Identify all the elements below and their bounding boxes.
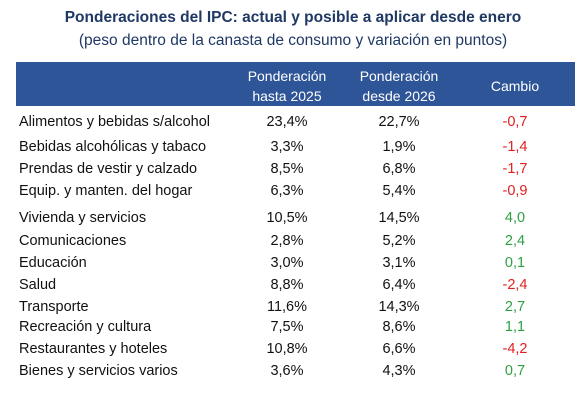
category-name: Alimentos y bebidas s/alcohol	[19, 114, 211, 130]
category-name: Comunicaciones	[19, 233, 127, 249]
weight-2025: 10,8%	[266, 341, 308, 357]
table-row: Alimentos y bebidas s/alcohol 23,4% 22,7% -…	[16, 112, 575, 133]
weight-2025: 3,6%	[270, 363, 304, 379]
table-row: Restaurantes y hoteles 10,8% 6,6% -4,2	[16, 339, 575, 360]
table-row: Equip. y manten. del hogar 6,3% 5,4% -0,9	[16, 181, 575, 202]
category-name: Bienes y servicios varios	[19, 363, 178, 379]
weight-2025: 3,0%	[270, 255, 304, 271]
weight-2026: 14,3%	[378, 299, 420, 315]
weight-2026: 4,3%	[382, 363, 416, 379]
change-value: 4,0	[504, 210, 526, 226]
weight-2026: 1,9%	[382, 139, 416, 155]
table-row: Bienes y servicios varios 3,6% 4,3% 0,7	[16, 361, 575, 382]
category-name: Equip. y manten. del hogar	[19, 183, 193, 199]
table-title: Ponderaciones del IPC: actual y posible …	[64, 9, 522, 26]
table-row: Salud 8,8% 6,4% -2,4	[16, 275, 575, 296]
change-value: -1,4	[502, 139, 528, 155]
weight-2026: 8,6%	[382, 319, 416, 335]
change-value: 2,4	[504, 233, 526, 249]
table-header	[16, 62, 575, 106]
weight-2025: 8,5%	[270, 161, 304, 177]
weight-2025: 8,8%	[270, 277, 304, 293]
table-row: Transporte 11,6% 14,3% 2,7	[16, 297, 575, 318]
change-value: 0,7	[504, 363, 526, 379]
weight-2025: 2,8%	[270, 233, 304, 249]
header-ponderacion-2026: Ponderación desde 2026	[340, 66, 458, 106]
table-row: Prendas de vestir y calzado 8,5% 6,8% -1,7	[16, 159, 575, 180]
table-row: Educación 3,0% 3,1% 0,1	[16, 253, 575, 274]
header-line: desde 2026	[362, 88, 436, 104]
weight-2026: 22,7%	[378, 114, 420, 130]
weight-2025: 10,5%	[266, 210, 308, 226]
table-subtitle: (peso dentro de la canasta de consumo y …	[78, 32, 508, 49]
weight-2026: 6,6%	[382, 341, 416, 357]
weight-2025: 3,3%	[270, 139, 304, 155]
header-line: Ponderación	[247, 68, 327, 84]
weight-2025: 6,3%	[270, 183, 304, 199]
change-value: -4,2	[502, 341, 528, 357]
change-value: -0,7	[502, 114, 528, 130]
table-row: Vivienda y servicios 10,5% 14,5% 4,0	[16, 208, 575, 229]
change-value: 0,1	[504, 255, 526, 271]
category-name: Restaurantes y hoteles	[19, 341, 168, 357]
category-name: Prendas de vestir y calzado	[19, 161, 198, 177]
category-name: Vivienda y servicios	[19, 210, 147, 226]
weight-2026: 5,4%	[382, 183, 416, 199]
header-cambio: Cambio	[460, 76, 570, 96]
weight-2026: 5,2%	[382, 233, 416, 249]
weight-2025: 23,4%	[266, 114, 308, 130]
category-name: Salud	[19, 277, 57, 293]
weight-2026: 6,8%	[382, 161, 416, 177]
header-ponderacion-2025: Ponderación hasta 2025	[228, 66, 346, 106]
weight-2025: 11,6%	[266, 299, 308, 315]
change-value: -0,9	[502, 183, 528, 199]
category-name: Transporte	[19, 299, 89, 315]
change-value: 1,1	[504, 319, 526, 335]
header-line: hasta 2025	[252, 88, 322, 104]
change-value: -1,7	[502, 161, 528, 177]
category-name: Recreación y cultura	[19, 319, 152, 335]
category-name: Educación	[19, 255, 87, 271]
category-name: Bebidas alcohólicas y tabaco	[19, 139, 207, 155]
weight-2026: 6,4%	[382, 277, 416, 293]
weight-2026: 3,1%	[382, 255, 416, 271]
table-row: Recreación y cultura 7,5% 8,6% 1,1	[16, 317, 575, 338]
weight-2025: 7,5%	[270, 319, 304, 335]
change-value: -2,4	[502, 277, 528, 293]
header-line: Cambio	[490, 78, 540, 94]
header-line: Ponderación	[359, 68, 439, 84]
table-row: Comunicaciones 2,8% 5,2% 2,4	[16, 231, 575, 252]
change-value: 2,7	[504, 299, 526, 315]
table-row: Bebidas alcohólicas y tabaco 3,3% 1,9% -1,4	[16, 137, 575, 158]
weight-2026: 14,5%	[378, 210, 420, 226]
